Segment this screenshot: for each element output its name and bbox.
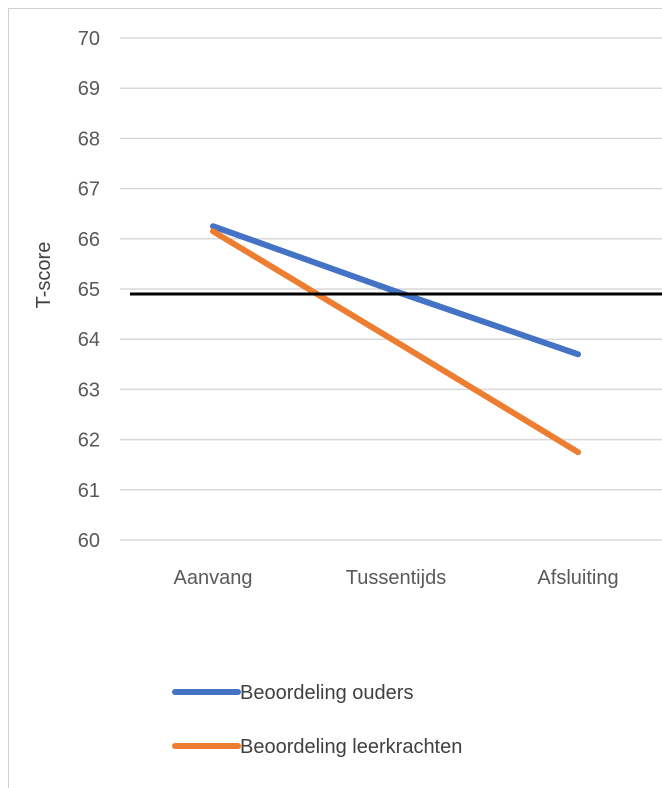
chart-frame xyxy=(8,8,662,788)
y-tick-67: 67 xyxy=(78,179,100,201)
y-tick-labels: 60 61 62 63 64 65 66 67 68 69 70 xyxy=(78,28,100,552)
y-tick-64: 64 xyxy=(78,329,100,351)
legend-label-1: Beoordeling ouders xyxy=(240,682,413,704)
x-tick-afsluiting: Afsluiting xyxy=(537,567,618,589)
y-tick-63: 63 xyxy=(78,379,100,401)
y-tick-61: 61 xyxy=(78,480,100,502)
x-tick-aanvang: Aanvang xyxy=(174,567,253,589)
x-tick-tussentijds: Tussentijds xyxy=(346,567,446,589)
y-tick-60: 60 xyxy=(78,530,100,552)
y-tick-70: 70 xyxy=(78,28,100,50)
series-line-2 xyxy=(210,228,581,456)
y-tick-69: 69 xyxy=(78,78,100,100)
y-tick-68: 68 xyxy=(78,128,100,150)
y-tick-66: 66 xyxy=(78,229,100,251)
legend: Beoordeling ouders Beoordeling leerkracht… xyxy=(172,682,462,758)
y-axis-label: T-score xyxy=(33,242,55,309)
x-tick-labels: Aanvang Tussentijds Afsluiting xyxy=(174,567,619,589)
y-tick-65: 65 xyxy=(78,279,100,301)
series-line-1 xyxy=(210,223,581,358)
legend-label-2: Beoordeling leerkrachten xyxy=(240,736,462,758)
series-lines xyxy=(210,223,581,456)
y-tick-62: 62 xyxy=(78,430,100,452)
